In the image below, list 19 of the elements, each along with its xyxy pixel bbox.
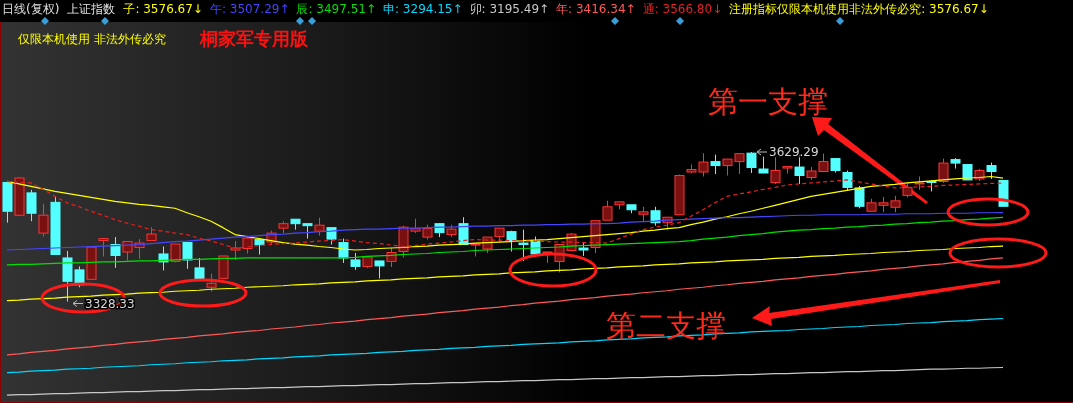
text: 子: 3576.67↓	[123, 2, 203, 16]
text: 辰: 3497.51↑	[296, 2, 377, 16]
annotation: 桐家军专用版	[199, 28, 309, 49]
candlestick	[314, 217, 325, 237]
text: 注册指标仅限本机使用非法外传必究: 3576.67↓	[729, 2, 989, 16]
chart-title: 日线(复权)	[2, 2, 60, 16]
candlestick	[770, 156, 781, 183]
candlestick	[950, 159, 961, 170]
text: 通: 3566.80↓	[642, 2, 723, 16]
text: 午: 3507.29↑	[209, 2, 290, 16]
candlestick	[38, 203, 49, 238]
text: 年: 3416.34↑	[556, 2, 636, 16]
chart-subtitle: 上证指数	[67, 2, 116, 16]
text: 申: 3294.15↑	[383, 2, 463, 16]
text: 卯: 3195.49↑	[469, 2, 550, 16]
annotation: 3629.29	[769, 145, 819, 159]
annotation: 仅限本机使用 非法外传必究	[18, 32, 166, 46]
annotation: 第二支撑	[606, 308, 726, 343]
annotation: 第一支撑	[708, 84, 828, 119]
